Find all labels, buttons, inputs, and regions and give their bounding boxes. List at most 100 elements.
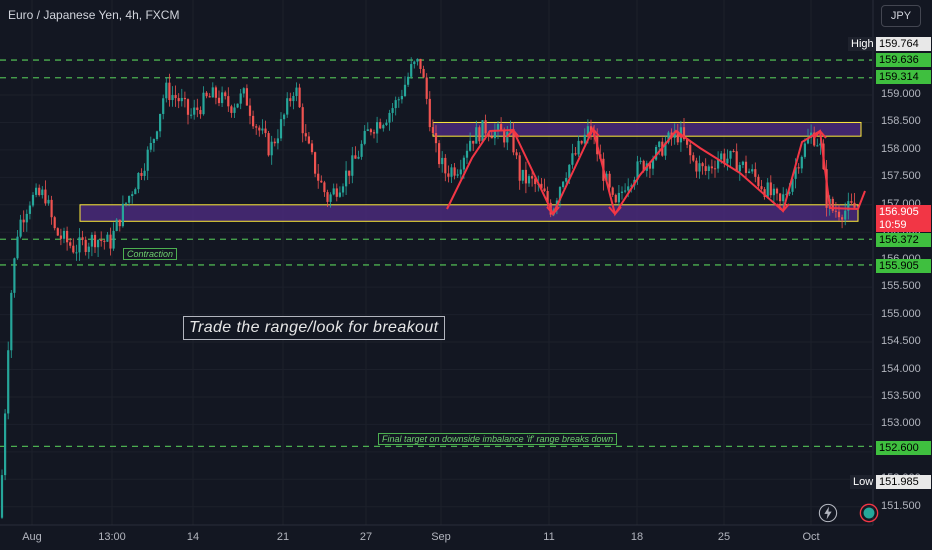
price-tick-10: 154.000: [881, 362, 921, 375]
zigzag-line: [446, 126, 866, 217]
time-tick-0: Aug: [22, 531, 42, 543]
candle-body-27: [84, 239, 87, 252]
candle-body-252: [782, 194, 785, 202]
candle-body-268: [831, 198, 834, 211]
candle-body-34: [106, 234, 109, 242]
symbol-title: Euro / Japanese Yen, 4h, FXCM: [8, 8, 180, 22]
candle-body-196: [608, 173, 611, 188]
high-label: High: [848, 37, 877, 51]
candle-body-17: [53, 217, 56, 229]
candle-body-157: [487, 133, 490, 137]
price-tick-9: 154.500: [881, 335, 921, 348]
arrow-head-5: [776, 203, 790, 213]
price-tick-15: 151.500: [881, 499, 921, 512]
target-note: Final target on downside imbalance 'if' …: [378, 433, 618, 445]
candle-body-55: [171, 95, 174, 101]
candle-body-50: [155, 131, 159, 140]
lightning-icon[interactable]: [818, 503, 838, 523]
high-value-tag: 159.764: [876, 37, 931, 51]
candle-body-38: [118, 219, 121, 227]
candle-body-90: [279, 119, 283, 139]
candle-body-275: [853, 202, 856, 208]
candle-body-41: [128, 196, 131, 203]
candle-body-52: [162, 98, 165, 114]
candle-body-162: [503, 130, 506, 143]
candle-body-109: [338, 192, 341, 197]
candle-body-81: [252, 115, 255, 127]
candle-body-273: [847, 201, 850, 211]
candle-body-136: [422, 68, 425, 78]
candle-body-58: [180, 97, 183, 102]
record-icon[interactable]: [859, 503, 879, 523]
candle-body-171: [531, 176, 534, 179]
lower-range-box: [79, 204, 859, 222]
candle-body-188: [583, 134, 586, 144]
candle-body-147: [456, 174, 459, 176]
candle-body-264: [819, 143, 822, 146]
candle-body-226: [701, 163, 704, 167]
time-tick-5: Sep: [431, 531, 451, 543]
candle-body-135: [419, 58, 422, 69]
candle-body-240: [744, 161, 748, 173]
candle-body-234: [726, 158, 729, 164]
candle-body-102: [317, 173, 320, 181]
candle-body-89: [276, 138, 279, 144]
candle-body-57: [177, 98, 180, 102]
candle-body-93: [289, 98, 292, 102]
level-tag-1: 159.636: [876, 53, 931, 67]
candle-body-87: [270, 141, 273, 156]
candle-body-62: [193, 107, 196, 115]
candle-body-150: [465, 150, 469, 158]
currency-button[interactable]: JPY: [881, 5, 921, 27]
arrow-head-6: [813, 129, 827, 139]
candle-body-72: [224, 92, 227, 97]
candle-body-222: [689, 144, 692, 156]
candle-body-25: [78, 237, 81, 253]
candle-body-45: [140, 172, 143, 176]
candle-body-49: [152, 139, 155, 143]
candle-body-207: [642, 160, 645, 171]
candle-body-15: [47, 199, 50, 204]
candle-body-98: [304, 133, 307, 137]
candle-body-48: [149, 142, 152, 150]
time-tick-1: 13:00: [98, 531, 126, 543]
candle-body-121: [376, 122, 379, 134]
candle-body-31: [97, 240, 100, 248]
candle-body-130: [403, 84, 407, 97]
candle-body-154: [478, 127, 481, 142]
arrow-head-3: [608, 206, 622, 216]
candle-body-176: [546, 191, 549, 203]
candle-body-186: [577, 140, 580, 155]
price-tick-0: 159.000: [881, 88, 921, 100]
candle-body-218: [676, 131, 679, 143]
candle-body-131: [407, 76, 410, 85]
candle-body-119: [369, 129, 372, 133]
candle-body-19: [59, 235, 62, 239]
candle-body-209: [648, 163, 651, 169]
low-label: Low: [850, 475, 877, 489]
candle-body-259: [803, 143, 806, 157]
candle-body-7: [22, 219, 25, 223]
candle-body-10: [31, 194, 35, 206]
candle-body-86: [267, 133, 270, 156]
time-tick-8: 25: [717, 531, 731, 543]
candle-body-169: [524, 169, 527, 184]
price-tick-11: 153.500: [881, 389, 921, 402]
candle-body-2: [7, 350, 10, 414]
candle-body-132: [410, 64, 413, 77]
candle-body-241: [748, 171, 751, 173]
candle-body-92: [286, 98, 289, 115]
candle-body-258: [800, 156, 803, 169]
candle-body-1: [4, 413, 7, 476]
candle-body-22: [69, 242, 72, 246]
candle-body-239: [741, 161, 744, 165]
candle-body-39: [121, 203, 124, 227]
candle-body-43: [134, 189, 137, 195]
low-value-tag: 151.985: [876, 475, 931, 489]
candle-body-115: [357, 156, 360, 159]
candle-body-54: [168, 82, 171, 101]
candle-body-232: [720, 153, 723, 160]
candle-body-95: [295, 87, 298, 96]
candle-body-97: [301, 107, 304, 134]
